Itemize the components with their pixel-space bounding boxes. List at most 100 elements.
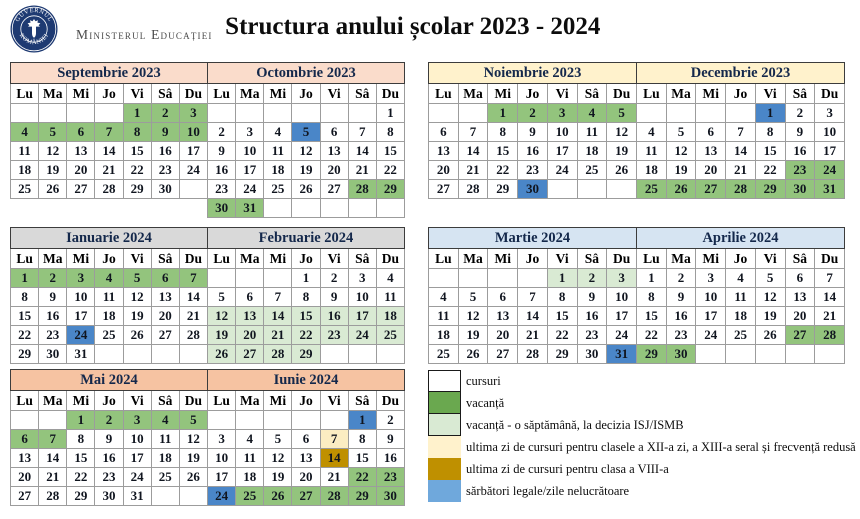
day-cell: 7	[319, 429, 349, 449]
month-noiembrie: Noiembrie 2023 Lu Ma Mi Jo Vi Sâ Du 1 2 3 4 5 6 7 8 9 10 1…	[428, 62, 637, 199]
day-cell: 10	[347, 287, 377, 307]
month-title: Decembrie 2023	[636, 62, 845, 84]
empty-cell	[9, 103, 40, 123]
day-cell: 11	[235, 448, 265, 468]
day-cell: 11	[375, 287, 406, 307]
weekday-cell: Lu	[206, 83, 237, 104]
day-cell: 19	[122, 306, 152, 326]
day-cell: 4	[94, 268, 124, 288]
day-cell: 9	[38, 287, 68, 307]
legend-swatch	[428, 480, 461, 502]
month-title: Septembrie 2023	[10, 62, 208, 84]
day-cell: 14	[814, 287, 845, 307]
month-table: Iunie 2024 Lu Ma Mi Jo Vi Sâ Du 1 2 3 4 5 6 7 8 9 10 11 12 1…	[206, 369, 406, 506]
day-cell: 30	[665, 344, 697, 364]
day-cell: 2	[375, 410, 406, 430]
day-cell: 30	[576, 344, 608, 364]
day-cell: 19	[665, 160, 697, 180]
day-cell: 30	[375, 486, 406, 506]
day-cell: 3	[814, 103, 845, 123]
weekday-cell: Ma	[457, 83, 489, 104]
day-cell: 5	[122, 268, 152, 288]
day-cell: 22	[347, 467, 377, 487]
day-cell: 19	[457, 325, 489, 345]
month-pair-nov-dec: Noiembrie 2023 Lu Ma Mi Jo Vi Sâ Du 1 2 3 4 5 6 7 8 9 10 1…	[428, 62, 846, 227]
day-cell: 13	[66, 141, 96, 161]
weekday-cell: Lu	[9, 390, 40, 411]
day-cell: 29	[375, 179, 406, 199]
month-februarie: Februarie 2024 Lu Ma Mi Jo Vi Sâ Du 1 2 3 4 5 6 7 8 9 10 1…	[206, 227, 406, 364]
day-cell: 22	[66, 467, 96, 487]
day-cell: 28	[178, 325, 209, 345]
day-cell: 20	[487, 325, 519, 345]
day-cell: 24	[178, 160, 209, 180]
month-pair-mar-apr: Martie 2024 Lu Ma Mi Jo Vi Sâ Du 1 2 3 4 5 6 7 8 9 10 11 12…	[428, 227, 846, 369]
day-cell: 6	[291, 429, 321, 449]
month-title: Mai 2024	[10, 369, 208, 391]
day-cell: 22	[291, 325, 321, 345]
day-cell: 14	[178, 287, 209, 307]
empty-cell	[319, 103, 349, 123]
day-cell: 29	[9, 344, 40, 364]
day-cell: 22	[546, 325, 578, 345]
day-cell: 18	[94, 306, 124, 326]
day-cell: 30	[784, 179, 816, 199]
day-cell: 2	[576, 268, 608, 288]
day-cell: 23	[206, 179, 237, 199]
day-cell: 18	[725, 306, 756, 326]
day-cell: 4	[235, 429, 265, 449]
day-cell: 10	[178, 122, 209, 142]
day-cell: 8	[487, 122, 519, 142]
day-cell: 11	[9, 141, 40, 161]
day-cell: 12	[291, 141, 321, 161]
day-cell: 5	[206, 287, 237, 307]
day-cell: 10	[66, 287, 96, 307]
day-cell: 26	[754, 325, 786, 345]
day-cell: 23	[784, 160, 816, 180]
empty-cell	[517, 268, 548, 288]
day-cell: 23	[375, 467, 406, 487]
day-cell: 13	[428, 141, 459, 161]
day-cell: 7	[725, 122, 756, 142]
day-cell: 18	[150, 448, 180, 468]
day-cell: 21	[263, 325, 293, 345]
empty-cell	[263, 103, 293, 123]
day-cell: 9	[206, 141, 237, 161]
day-cell: 27	[428, 179, 459, 199]
day-cell: 22	[754, 160, 786, 180]
weekday-cell: Mi	[263, 390, 293, 411]
day-cell: 1	[9, 268, 40, 288]
empty-cell	[9, 410, 40, 430]
day-cell: 10	[814, 122, 845, 142]
day-cell: 11	[263, 141, 293, 161]
day-cell: 5	[665, 122, 697, 142]
day-cell: 7	[457, 122, 489, 142]
month-title: Februarie 2024	[207, 227, 405, 249]
empty-cell	[263, 198, 293, 218]
day-cell: 31	[606, 344, 637, 364]
weekday-cell: Mi	[66, 248, 96, 269]
weekday-cell: Mi	[263, 248, 293, 269]
day-cell: 15	[347, 448, 377, 468]
month-title: Noiembrie 2023	[428, 62, 637, 84]
day-cell: 16	[784, 141, 816, 161]
day-cell: 5	[38, 122, 68, 142]
day-cell: 21	[457, 160, 489, 180]
legend-swatch	[428, 436, 461, 458]
day-cell: 10	[546, 122, 578, 142]
legend-row: vacanță	[428, 392, 846, 414]
weekday-cell: Ma	[665, 83, 697, 104]
day-cell: 5	[178, 410, 209, 430]
day-cell: 16	[94, 448, 124, 468]
day-cell: 24	[814, 160, 845, 180]
day-cell: 10	[695, 287, 727, 307]
empty-cell	[206, 268, 237, 288]
weekday-cell: Vi	[122, 248, 152, 269]
weekday-cell: Mi	[66, 83, 96, 104]
empty-cell	[754, 344, 786, 364]
day-cell: 17	[606, 306, 637, 326]
day-cell: 20	[150, 306, 180, 326]
weekday-cell: Sâ	[784, 248, 816, 269]
day-cell: 29	[347, 486, 377, 506]
day-cell: 1	[122, 103, 152, 123]
